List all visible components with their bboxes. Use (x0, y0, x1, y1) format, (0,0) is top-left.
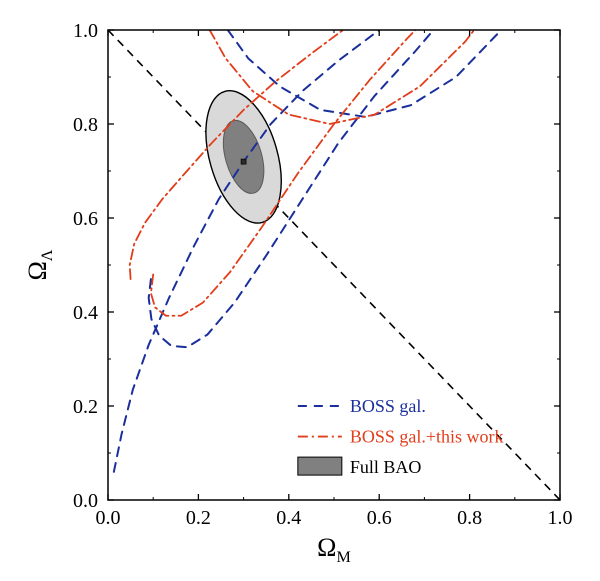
chart-container: 0.00.20.40.60.81.00.00.20.40.60.81.0ΩMΩΛ… (0, 0, 600, 581)
legend-swatch-2 (298, 457, 342, 475)
best-fit-marker (241, 159, 246, 164)
xtick-label: 0.2 (186, 507, 211, 529)
xtick-label: 1.0 (548, 507, 573, 529)
xtick-label: 0.0 (96, 507, 121, 529)
ytick-label: 1.0 (73, 20, 98, 42)
xtick-label: 0.6 (367, 507, 392, 529)
ytick-label: 0.4 (73, 302, 98, 324)
legend-label-0: BOSS gal. (350, 396, 426, 416)
ytick-label: 0.6 (73, 208, 98, 230)
legend-label-1: BOSS gal.+this work (350, 427, 504, 447)
xtick-label: 0.8 (457, 507, 482, 529)
legend-label-2: Full BAO (350, 457, 422, 477)
xtick-label: 0.4 (276, 507, 301, 529)
ytick-label: 0.0 (73, 490, 98, 512)
ytick-label: 0.8 (73, 114, 98, 136)
chart-svg: 0.00.20.40.60.81.00.00.20.40.60.81.0ΩMΩΛ… (0, 0, 600, 581)
ytick-label: 0.2 (73, 396, 98, 418)
